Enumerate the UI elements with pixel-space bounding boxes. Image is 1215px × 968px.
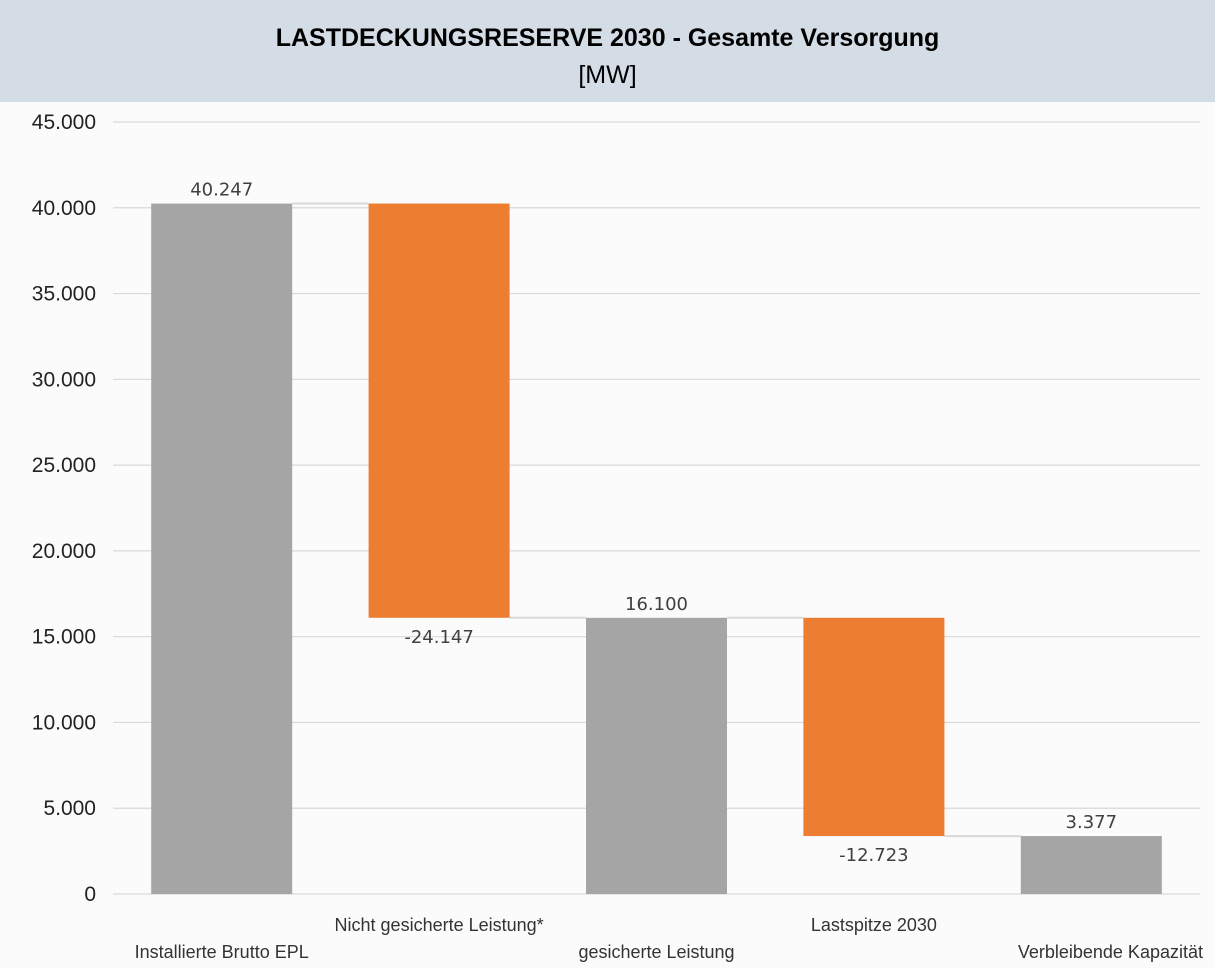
x-category-label: Lastspitze 2030 [811,915,937,935]
chart-subtitle: [MW] [578,61,637,89]
y-tick-label: 25.000 [32,454,96,477]
data-label: 3.377 [1066,812,1118,833]
x-category-label: Nicht gesicherte Leistung* [335,915,544,935]
x-category-label: Verbleibende Kapazität [1018,942,1203,962]
y-tick-label: 30.000 [32,368,96,391]
waterfall-bar [586,617,727,894]
waterfall-bar [1020,836,1162,894]
y-tick-label: 20.000 [32,540,96,563]
x-category-label: gesicherte Leistung [578,942,734,962]
data-label: 40.247 [190,180,253,201]
waterfall-bar [368,203,510,618]
x-category-label: Installierte Brutto EPL [135,942,309,962]
y-tick-label: 45.000 [32,111,96,134]
data-label: 16.100 [625,594,688,615]
y-tick-label: 15.000 [32,626,96,649]
y-tick-label: 35.000 [32,283,96,306]
data-label: -12.723 [839,845,908,866]
y-tick-label: 5.000 [43,797,96,820]
y-tick-label: 40.000 [32,197,96,220]
y-tick-label: 0 [84,883,96,906]
waterfall-bar [151,203,293,895]
waterfall-bar [803,617,945,837]
data-label: -24.147 [404,627,473,648]
y-tick-label: 10.000 [32,711,96,734]
chart-title: LASTDECKUNGSRESERVE 2030 - Gesamte Verso… [275,24,940,52]
chart-title-band: LASTDECKUNGSRESERVE 2030 - Gesamte Verso… [0,0,1215,102]
